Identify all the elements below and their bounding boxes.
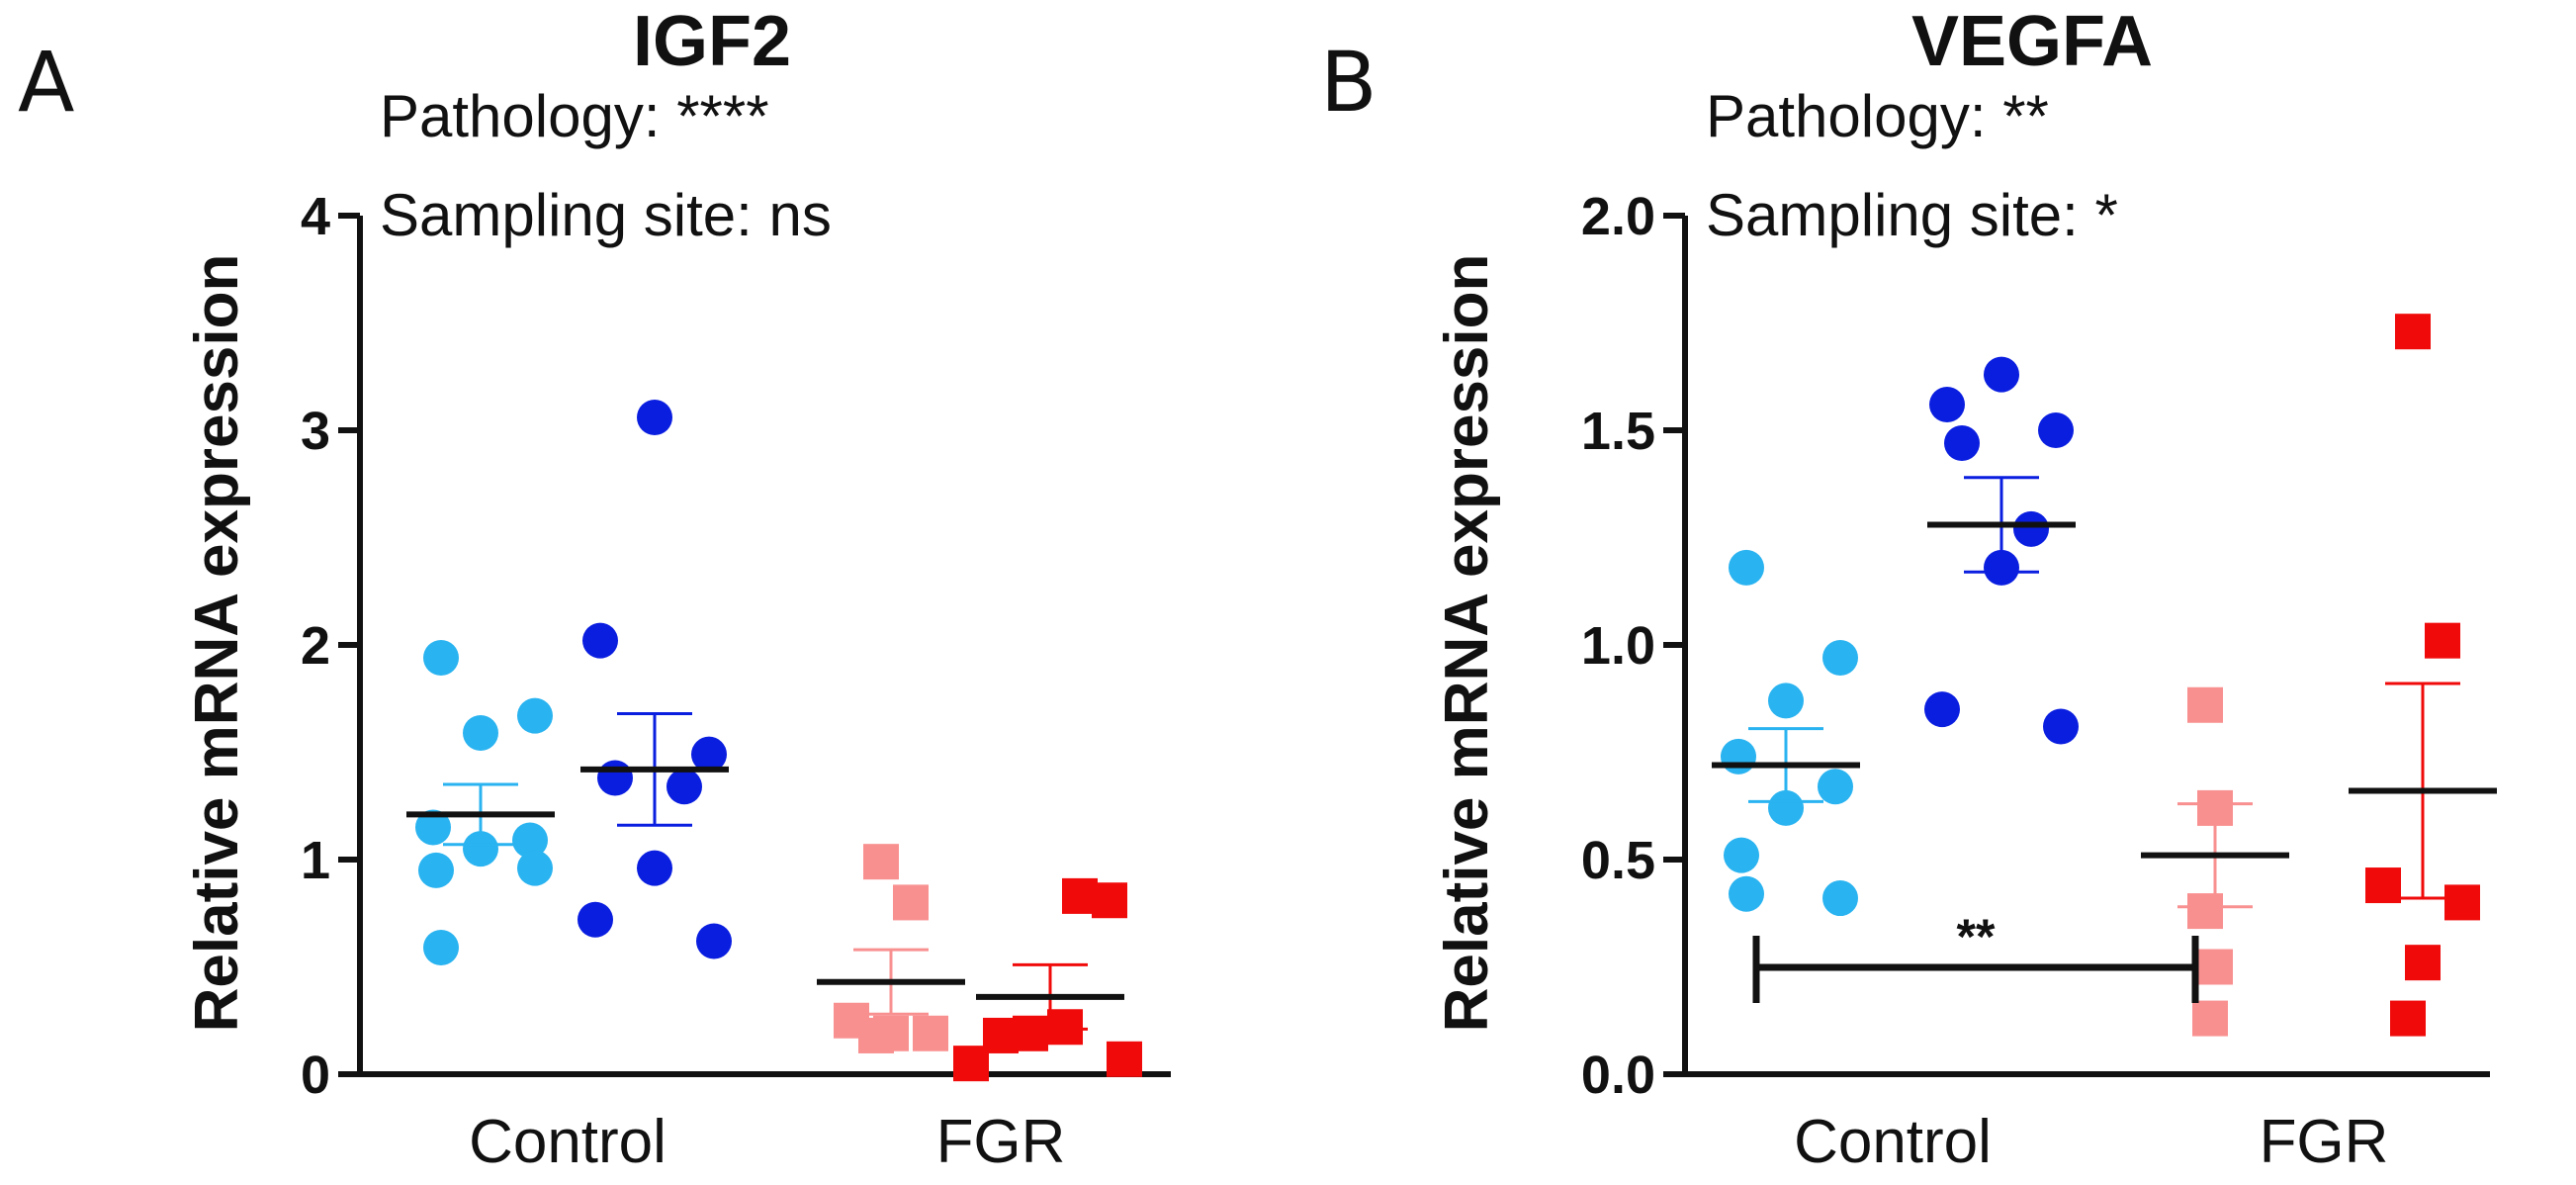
y-axis-label: Relative mRNA expression xyxy=(1433,254,1501,1033)
data-point xyxy=(1729,875,1764,912)
data-point xyxy=(1768,789,1804,826)
category-label-control: Control xyxy=(469,1108,666,1176)
series-control-site-1 xyxy=(406,640,555,965)
panel-letter: B xyxy=(1320,34,1377,131)
y-tick-label: 3 xyxy=(301,402,330,461)
data-point xyxy=(1047,1009,1083,1046)
data-point xyxy=(512,822,548,859)
data-point xyxy=(2038,412,2074,448)
data-point xyxy=(637,850,672,886)
series-fgr-site-2 xyxy=(2349,314,2497,1037)
category-label-control: Control xyxy=(1794,1108,1992,1176)
significance-label: ** xyxy=(1957,909,1996,964)
data-point xyxy=(913,1015,948,1051)
data-point xyxy=(582,622,618,659)
data-point xyxy=(423,640,459,677)
data-point xyxy=(1822,880,1858,917)
data-point xyxy=(1724,837,1759,873)
data-point xyxy=(691,736,727,773)
pathology-annotation: Pathology: **** xyxy=(380,83,769,149)
data-point xyxy=(2187,893,2223,930)
data-point xyxy=(597,760,633,796)
series-fgr-site-2 xyxy=(953,877,1142,1082)
series-fgr-site-1 xyxy=(2141,686,2289,1037)
data-point xyxy=(1984,356,2019,393)
data-point xyxy=(2187,686,2223,723)
data-point xyxy=(1944,425,1980,462)
data-point xyxy=(953,1046,989,1082)
data-point xyxy=(2390,1000,2426,1037)
data-marks xyxy=(1712,314,2497,1037)
y-tick-label: 4 xyxy=(301,187,330,246)
chart-title: VEGFA xyxy=(1911,2,2153,81)
category-label-fgr: FGR xyxy=(2260,1108,2389,1176)
data-point xyxy=(1818,769,1853,805)
y-tick-label: 2 xyxy=(301,616,330,676)
data-point xyxy=(1822,640,1858,677)
sampling-site-annotation: Sampling site: ns xyxy=(380,182,832,248)
data-point xyxy=(577,901,613,938)
series-fgr-site-1 xyxy=(817,844,965,1053)
data-point xyxy=(696,923,732,959)
series-control-site-2 xyxy=(577,399,732,959)
data-point xyxy=(2197,949,2233,985)
data-point xyxy=(2192,1000,2228,1037)
data-point xyxy=(1729,549,1764,586)
data-point xyxy=(463,714,498,751)
significance-bracket: ** xyxy=(1752,909,2199,1003)
panel-b: B VEGFA Pathology: ** Sampling site: * R… xyxy=(1320,2,2497,1176)
y-tick-label: 0 xyxy=(301,1046,330,1105)
data-point xyxy=(2444,884,2480,921)
data-point xyxy=(863,844,899,880)
y-axis-ticks: 0.0 0.5 1.0 1.5 2.0 xyxy=(1581,187,1685,1105)
y-tick-label: 0.0 xyxy=(1581,1046,1655,1105)
data-point xyxy=(418,852,454,888)
data-point xyxy=(1768,683,1804,719)
data-point xyxy=(2425,622,2460,659)
y-tick-label: 0.5 xyxy=(1581,831,1655,890)
y-tick-label: 2.0 xyxy=(1581,187,1655,246)
y-axis-label: Relative mRNA expression xyxy=(183,254,251,1033)
panel-a: A IGF2 Pathology: **** Sampling site: ns… xyxy=(18,2,1171,1176)
data-point xyxy=(2395,314,2431,350)
series-control-site-2 xyxy=(1924,356,2079,745)
data-point xyxy=(1092,882,1127,919)
series-control-site-1 xyxy=(1712,549,1860,917)
y-tick-label: 1.5 xyxy=(1581,402,1655,461)
chart-title: IGF2 xyxy=(633,2,791,81)
data-point xyxy=(2013,510,2049,547)
data-point xyxy=(517,850,553,886)
y-tick-label: 1 xyxy=(301,831,330,890)
y-tick-label: 1.0 xyxy=(1581,616,1655,676)
data-point xyxy=(1924,691,1960,728)
data-point xyxy=(517,697,553,734)
data-point xyxy=(666,769,702,805)
y-axis-ticks: 0 1 2 3 4 xyxy=(301,187,360,1105)
data-point xyxy=(637,399,672,435)
data-point xyxy=(463,831,498,867)
data-point xyxy=(1721,738,1756,775)
data-point xyxy=(858,1017,894,1053)
data-point xyxy=(1107,1041,1142,1077)
data-point xyxy=(2043,708,2079,745)
data-point xyxy=(423,929,459,965)
sampling-site-annotation: Sampling site: * xyxy=(1706,182,2118,248)
category-label-fgr: FGR xyxy=(936,1108,1066,1176)
data-point xyxy=(2405,945,2441,981)
pathology-annotation: Pathology: ** xyxy=(1706,83,2049,149)
data-point xyxy=(1929,386,1965,422)
data-point xyxy=(893,884,929,921)
panel-letter: A xyxy=(18,34,74,131)
data-marks xyxy=(406,399,1142,1082)
data-point xyxy=(1013,1015,1048,1051)
data-point xyxy=(415,809,451,846)
